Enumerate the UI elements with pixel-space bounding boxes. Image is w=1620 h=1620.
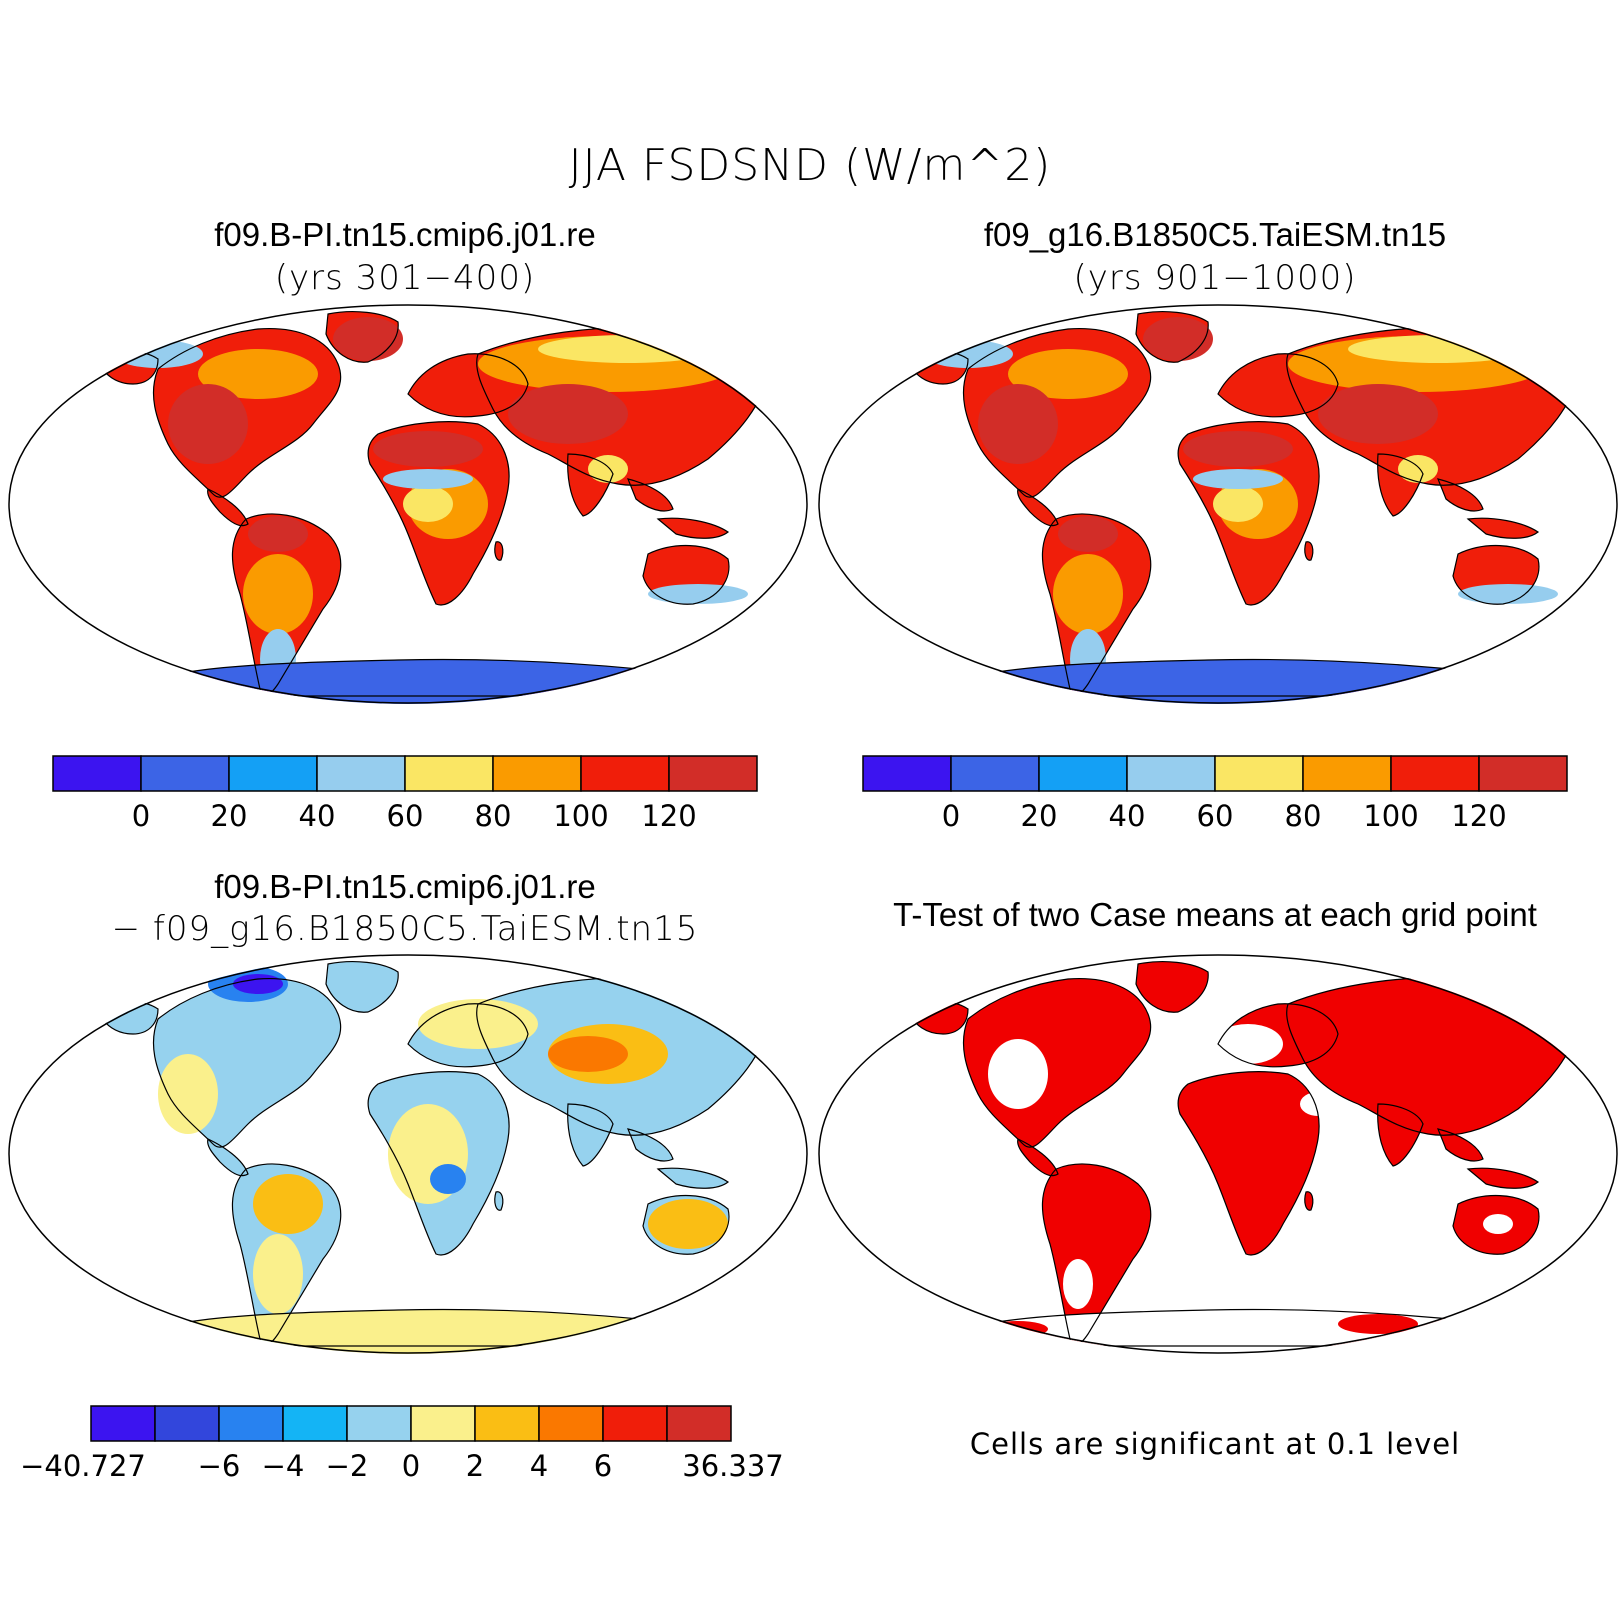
colorbar-tick-label: −6 — [198, 1449, 241, 1483]
diff-title: f09.B-PI.tn15.cmip6.j01.re — [214, 868, 596, 905]
colorbar-swatch — [492, 755, 582, 792]
colorbar-tick-label: 20 — [211, 799, 248, 833]
colorbar-swatch — [90, 1405, 156, 1442]
colorbar-swatch — [1038, 755, 1128, 792]
colorbar-tick-label: 100 — [553, 799, 608, 833]
case2-title: f09_g16.B1850C5.TaiESM.tn15 — [983, 216, 1447, 253]
colorbar-swatch — [950, 755, 1040, 792]
colorbar-swatch — [580, 755, 670, 792]
case2-colorbar: 0 20 40 60 80 100 120 — [862, 755, 1568, 833]
case1-map — [8, 304, 808, 704]
colorbar-tick-label: 0 — [132, 799, 150, 833]
figure-title: JJA FSDSND (W/m^2) — [568, 140, 1052, 191]
colorbar-tick-label: 100 — [1363, 799, 1418, 833]
colorbar-tick-label: −4 — [262, 1449, 305, 1483]
diff-colorbar: −40.727 −6 −4 −2 0 2 4 6 36.337 — [20, 1405, 784, 1483]
colorbar-tick-label: 60 — [387, 799, 424, 833]
colorbar-swatch — [316, 755, 406, 792]
colorbar-tick-label: 2 — [466, 1449, 484, 1483]
colorbar-tick-label: 6 — [594, 1449, 612, 1483]
colorbar-swatch — [140, 755, 230, 792]
colorbar-tick-label: 0 — [942, 799, 960, 833]
diff-subtitle: − f09_g16.B1850C5.TaiESM.tn15 — [111, 909, 699, 949]
significance-note: Cells are significant at 0.1 level — [969, 1427, 1461, 1461]
colorbar-swatch — [666, 1405, 732, 1442]
colorbar-swatch — [1302, 755, 1392, 792]
ttest-map — [818, 954, 1618, 1354]
colorbar-swatch — [228, 755, 318, 792]
colorbar-tick-label: 120 — [641, 799, 696, 833]
colorbar-swatch — [282, 1405, 348, 1442]
colorbar-swatch — [1126, 755, 1216, 792]
colorbar-swatch — [218, 1405, 284, 1442]
case1-subtitle: (yrs 301−400) — [274, 258, 536, 298]
colorbar-swatch — [410, 1405, 476, 1442]
colorbar-swatch — [404, 755, 494, 792]
colorbar-tick-label: 20 — [1021, 799, 1058, 833]
colorbar-swatch — [346, 1405, 412, 1442]
colorbar-tick-label: 80 — [1285, 799, 1322, 833]
colorbar-tick-label: 40 — [1109, 799, 1146, 833]
case2-map — [818, 304, 1618, 704]
colorbar-swatch — [1390, 755, 1480, 792]
colorbar-swatch — [474, 1405, 540, 1442]
colorbar-swatch — [668, 755, 758, 792]
colorbar-swatch — [1214, 755, 1304, 792]
colorbar-swatch — [602, 1405, 668, 1442]
colorbar-tick-label: 80 — [475, 799, 512, 833]
case1-colorbar: 0 20 40 60 80 100 120 — [52, 755, 758, 833]
colorbar-tick-label: 0 — [402, 1449, 420, 1483]
colorbar-tick-label: −40.727 — [20, 1449, 146, 1483]
colorbar-swatch — [52, 755, 142, 792]
colorbar-tick-label: 60 — [1197, 799, 1234, 833]
colorbar-tick-label: 4 — [530, 1449, 548, 1483]
colorbar-swatch — [862, 755, 952, 792]
colorbar-tick-label: 120 — [1451, 799, 1506, 833]
colorbar-swatch — [154, 1405, 220, 1442]
colorbar-swatch — [538, 1405, 604, 1442]
colorbar-tick-label: 40 — [299, 799, 336, 833]
ttest-title: T-Test of two Case means at each grid po… — [893, 896, 1537, 933]
diff-map — [8, 954, 808, 1354]
case2-subtitle: (yrs 901−1000) — [1073, 258, 1357, 298]
colorbar-tick-label: 36.337 — [682, 1449, 783, 1483]
case1-title: f09.B-PI.tn15.cmip6.j01.re — [214, 216, 596, 253]
colorbar-swatch — [1478, 755, 1568, 792]
colorbar-tick-label: −2 — [326, 1449, 369, 1483]
